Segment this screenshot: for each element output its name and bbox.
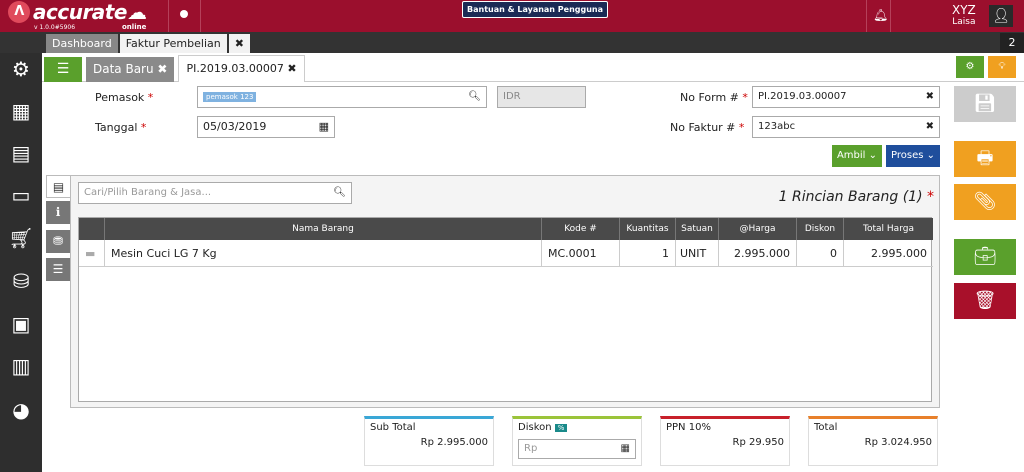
attachment-icon[interactable]: 📎︎ (954, 184, 1016, 220)
window-count[interactable]: 2 (1000, 33, 1024, 53)
tab-list: Dashboard Faktur Pembelian ✖ (46, 34, 250, 53)
clear-icon: ✖ (925, 91, 934, 102)
col-total: Total Harga (844, 218, 933, 240)
items-summary: 1 Rincian Barang (1) * (778, 189, 934, 205)
items-table: Nama Barang Kode # Kuantitas Satuan @Har… (78, 217, 933, 402)
list-icon[interactable]: ☰ (44, 57, 82, 82)
briefcase-icon[interactable]: 💼︎ (954, 239, 1016, 275)
pemasok-chip: pemasok 123 (203, 92, 257, 102)
settings-icon[interactable]: ⚙ (12, 57, 30, 81)
bell-icon[interactable]: 🔔︎ (873, 8, 889, 22)
lightbulb-icon[interactable]: 💡︎ (988, 56, 1016, 78)
col-qty: Kuantitas (620, 218, 676, 240)
no-form-label: No Form # * (680, 91, 748, 104)
clear-icon: ✖ (925, 121, 934, 132)
col-harga: @Harga (719, 218, 797, 240)
search-icon: 🔍︎ (333, 187, 346, 198)
bag-add-icon[interactable]: ⛁ (12, 269, 30, 293)
calculator-icon: ▦ (620, 443, 630, 454)
sub-tab-bar (42, 53, 1024, 82)
col-diskon: Diskon (797, 218, 844, 240)
logo-sub: online (122, 23, 147, 31)
user-info[interactable]: XYZ Laisa (952, 3, 976, 28)
ambil-button[interactable]: Ambil ⌄ (832, 145, 882, 167)
tab-dashboard[interactable]: Dashboard (46, 34, 118, 53)
status-dot-icon[interactable] (180, 10, 188, 18)
trash-icon[interactable]: 🗑︎ (954, 283, 1016, 319)
subtotal-box: Sub Total Rp 2.995.000 (364, 416, 494, 466)
subtab-data-baru[interactable]: Data Baru ✖ (86, 57, 175, 82)
cart-icon[interactable]: 🛒︎ (8, 226, 34, 250)
currency-field: IDR (497, 86, 586, 108)
gear-icon[interactable]: ⚙ (956, 56, 984, 78)
save-icon[interactable]: 💾︎ (954, 86, 1016, 122)
sidebar (0, 53, 42, 472)
no-form-input[interactable]: PI.2019.03.00007 ✖ (752, 86, 940, 108)
col-kode: Kode # (542, 218, 620, 240)
pemasok-label: Pemasok * (95, 91, 154, 104)
no-faktur-label: No Faktur # * (670, 121, 745, 134)
pie-chart-icon[interactable]: ◕ (12, 398, 30, 422)
total-box: Total Rp 3.024.950 (808, 416, 938, 466)
item-search-input[interactable]: Cari/Pilih Barang & Jasa... 🔍︎ (78, 182, 352, 204)
drag-handle-icon: ▬ (79, 240, 105, 267)
subtab-invoice[interactable]: PI.2019.03.00007 ✖ (178, 55, 305, 82)
close-tab-icon[interactable]: ✖ (228, 34, 250, 53)
print-icon[interactable]: 🖶 (954, 141, 1016, 177)
col-nama: Nama Barang (105, 218, 542, 240)
percent-toggle[interactable]: % (554, 424, 568, 432)
diskon-box: Diskon % Rp ▦ (512, 416, 642, 466)
pemasok-input[interactable]: pemasok 123 🔍︎ (197, 86, 487, 108)
info-icon[interactable]: ℹ (46, 201, 70, 224)
proses-button[interactable]: Proses ⌄ (886, 145, 940, 167)
calendar-icon: ▦ (318, 120, 329, 133)
help-button[interactable]: Bantuan & Layanan Pengguna (462, 1, 609, 18)
ppn-box: PPN 10% Rp 29.950 (660, 416, 790, 466)
user-name: Laisa (952, 17, 976, 27)
tab-bar (0, 32, 1024, 53)
archive-icon[interactable]: ▣ (11, 312, 31, 336)
user-company: XYZ (952, 3, 976, 17)
cloud-icon: ☁ (126, 0, 147, 24)
tab-faktur-pembelian[interactable]: Faktur Pembelian (119, 34, 227, 53)
building-icon[interactable]: ▦ (11, 99, 31, 123)
tanggal-label: Tanggal * (95, 121, 147, 134)
col-satuan: Satuan (676, 218, 719, 240)
detail-tab-items[interactable]: ▤ (46, 175, 70, 198)
wallet-icon[interactable]: ▭ (11, 183, 31, 207)
avatar[interactable]: 👤︎ (989, 5, 1013, 27)
book-icon[interactable]: ▤ (11, 141, 31, 165)
no-faktur-input[interactable]: 123abc ✖ (752, 116, 940, 138)
sub-tab-list: ☰ Data Baru ✖ PI.2019.03.00007 ✖ (44, 55, 305, 82)
company-icon[interactable]: ▥ (11, 354, 31, 378)
version: v 1.0.0#5906 (34, 24, 76, 31)
checklist-icon[interactable]: ☰ (46, 258, 70, 281)
logo-text: accurate (33, 0, 127, 24)
diskon-input[interactable]: Rp ▦ (518, 439, 636, 459)
coins-icon[interactable]: ⛃ (46, 230, 70, 253)
tanggal-input[interactable]: 05/03/2019 ▦ (197, 116, 335, 138)
search-icon: 🔍︎ (468, 91, 481, 102)
